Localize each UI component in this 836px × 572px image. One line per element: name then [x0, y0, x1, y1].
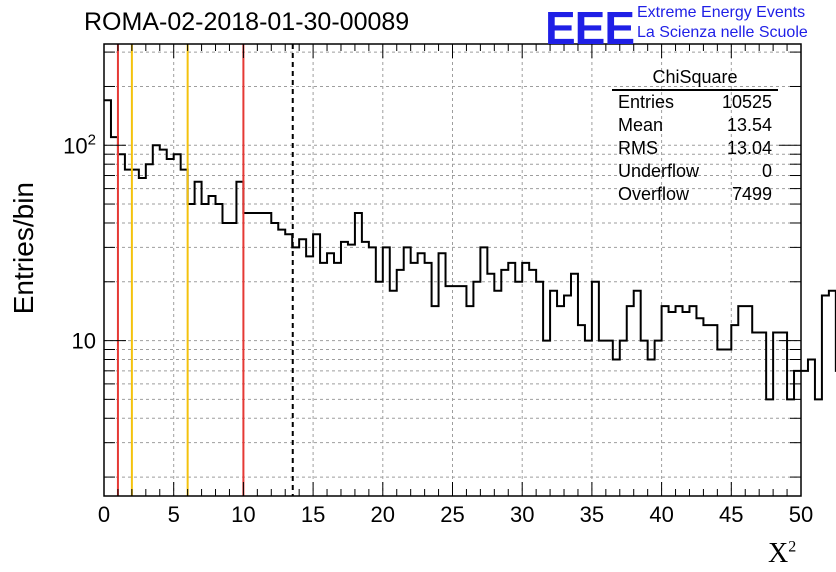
stats-title: ChiSquare	[612, 67, 778, 91]
eee-logo: EEE	[545, 2, 635, 54]
y-axis-label: Entries/bin	[8, 182, 39, 315]
stats-row-entries: Entries 10525	[612, 91, 780, 114]
eee-logo-text: Extreme Energy Events La Scienza nelle S…	[637, 3, 808, 43]
stats-label: Entries	[618, 92, 675, 112]
y-tick-label: 10	[72, 329, 96, 354]
stats-box: ChiSquare Entries 10525 Mean 13.54 RMS 13.04 U…	[612, 67, 780, 206]
stats-row-mean: Mean 13.54	[612, 114, 780, 137]
x-axis-label: X2	[768, 538, 796, 570]
x-tick-label: 20	[371, 502, 395, 527]
stats-row-overflow: Overflow 7499	[612, 183, 780, 206]
x-tick-label: 10	[231, 502, 255, 527]
logo-line-1: Extreme Energy Events	[637, 4, 806, 21]
chart-title: ROMA-02-2018-01-30-00089	[84, 8, 410, 36]
histogram-series	[104, 99, 836, 401]
stats-row-underflow: Underflow 0	[612, 160, 780, 183]
stats-value: 7499	[731, 184, 772, 204]
x-tick-label: 40	[649, 502, 673, 527]
stats-label: Overflow	[618, 184, 690, 204]
y-tick-label: 102	[63, 131, 96, 158]
x-tick-label: 25	[440, 502, 464, 527]
x-axis-label-sup: 2	[788, 538, 797, 556]
stats-value: 10525	[721, 92, 772, 112]
x-tick-label: 0	[98, 502, 110, 527]
stats-value: 0	[761, 161, 772, 181]
stats-label: Mean	[618, 115, 664, 135]
stats-value: 13.04	[726, 138, 772, 158]
x-tick-label: 15	[301, 502, 325, 527]
stats-rows: Entries 10525 Mean 13.54 RMS 13.04 Underflow 0 O…	[612, 91, 780, 206]
stats-row-rms: RMS 13.04	[612, 137, 780, 160]
x-tick-label: 50	[789, 502, 813, 527]
x-tick-label: 45	[719, 502, 743, 527]
x-axis-label-main: X	[768, 538, 789, 569]
stats-value: 13.54	[726, 115, 772, 135]
x-tick-label: 5	[168, 502, 180, 527]
x-tick-label: 30	[510, 502, 534, 527]
stats-label: RMS	[618, 138, 658, 158]
x-tick-label: 35	[580, 502, 604, 527]
stats-label: Underflow	[618, 161, 700, 181]
logo-line-2: La Scienza nelle Scuole	[637, 24, 808, 41]
